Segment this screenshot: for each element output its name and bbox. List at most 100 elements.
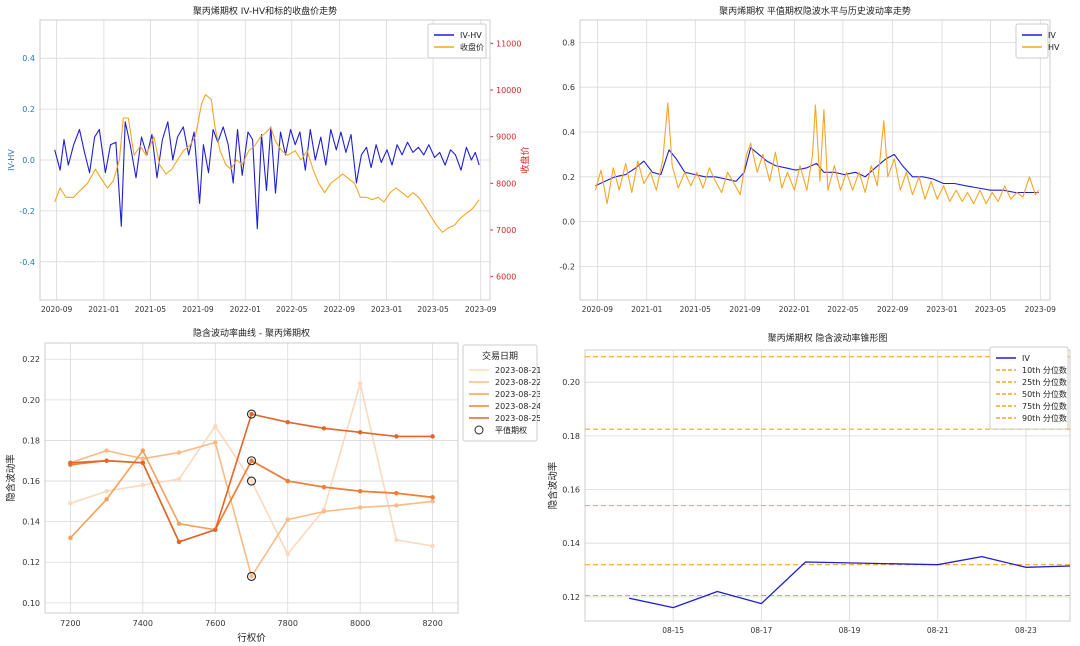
x-tick-label: 08-17: [750, 626, 772, 635]
smile-point: [249, 478, 254, 484]
iv-cone-chart: 0.12 0.14 0.16 0.18 0.20 08-15 08-17 08-19 08-21…: [547, 332, 1071, 635]
smile-point: [213, 527, 218, 532]
x-tick-label: 2022-05: [276, 305, 308, 314]
x-tick-label: 2023-01: [926, 305, 958, 314]
x-tick-label: 2020-09: [41, 305, 73, 314]
y-tick-label: 0.20: [562, 378, 580, 387]
y2-tick-label: 8000: [496, 179, 516, 188]
smile-point: [249, 458, 254, 463]
x-tick-label: 2021-01: [88, 305, 120, 314]
smile-point: [249, 574, 254, 579]
smile-point: [285, 419, 290, 425]
y-tick-label: 0.10: [22, 599, 40, 608]
x-tick-label: 7600: [205, 619, 225, 628]
x-tick-label: 08-23: [1015, 626, 1037, 635]
smile-point: [430, 495, 435, 500]
legend4-label: 75th 分位数: [1022, 401, 1067, 411]
smile-point: [104, 488, 109, 494]
plot2-frame: [579, 19, 1051, 301]
legend3-label: 2023-08-23: [495, 390, 540, 399]
smile-point: [140, 482, 146, 488]
smile-point: [176, 476, 182, 482]
smile-point: [285, 551, 290, 557]
plot1-frame: [39, 19, 491, 301]
atm-marker: [246, 476, 257, 486]
y-tick-label: -0.2: [19, 207, 35, 216]
y-tick-label: 0.12: [562, 593, 580, 602]
atm-marker: [246, 409, 257, 419]
chart3-title: 隐含波动率曲线 - 聚丙烯期权: [193, 327, 310, 339]
x-tick-label: 2023-09: [465, 305, 497, 314]
y-tick-label: 0.4: [22, 54, 35, 63]
chart4-title: 聚丙烯期权 隐含波动率锥形图: [768, 332, 888, 344]
legend4-label: 25th 分位数: [1022, 377, 1067, 387]
legend1-box: [427, 23, 487, 59]
x-tick-label: 2023-05: [975, 305, 1007, 314]
legend3-label: 2023-08-25: [495, 414, 540, 423]
atm-marker: [246, 456, 257, 466]
x-tick-label: 08-21: [927, 626, 949, 635]
y-tick-label: 0.2: [22, 105, 35, 114]
legend2-label: HV: [1048, 43, 1060, 52]
y-tick-label: -0.2: [559, 262, 575, 271]
atm-iv-hv-chart: -0.2 0.0 0.2 0.4 0.6 0.8 2020-09 2021-01 2021-05…: [559, 5, 1060, 314]
legend2-label: IV: [1048, 31, 1056, 40]
y2-axis-label: 收盘价: [519, 146, 531, 173]
x-tick-label: 2022-01: [230, 305, 262, 314]
smile-point: [176, 450, 182, 455]
smile-line-2023-08-21: [70, 382, 433, 555]
x-axis-label: 行权价: [237, 632, 266, 644]
y-tick-label: 0.12: [22, 558, 40, 567]
smile-point: [357, 488, 363, 494]
smile-point: [68, 501, 73, 506]
y-tick-label: 0.18: [22, 436, 40, 445]
iv-smile-chart: 0.10 0.12 0.14 0.16 0.18 0.20 0.22 7200 7400 7600…: [5, 327, 540, 644]
plot4-frame: [584, 349, 1071, 622]
smile-point: [430, 499, 435, 504]
y-tick-label: 0.4: [562, 128, 575, 137]
y-tick-label: 0.16: [562, 486, 580, 495]
legend2-box: [1015, 23, 1049, 59]
x-tick-label: 2023-09: [1025, 305, 1057, 314]
smile-point: [430, 543, 435, 549]
y-tick-label: 0.6: [562, 83, 575, 92]
x-tick-label: 2023-01: [371, 305, 403, 314]
iv-line: [595, 147, 1039, 194]
smile-point: [357, 430, 363, 435]
smile-point: [321, 509, 327, 514]
y-tick-label: 0.0: [22, 156, 35, 165]
legend1-label: IV-HV: [460, 31, 482, 40]
x-tick-label: 8000: [350, 619, 370, 628]
hv-line: [594, 102, 1040, 205]
smile-point: [321, 484, 327, 490]
smile-point: [140, 448, 146, 453]
smile-point: [104, 497, 109, 502]
x-tick-label: 2022-01: [779, 305, 811, 314]
ivhv-close-chart: -0.4 -0.2 0.0 0.2 0.4 2020-09 2021-01 2021-05 20…: [7, 5, 531, 314]
smile-point: [394, 491, 399, 496]
iv-cone-line: [628, 555, 1071, 609]
y-tick-label: 0.14: [22, 518, 40, 527]
x-tick-label: 2022-05: [827, 305, 859, 314]
close-price-line: [54, 94, 480, 233]
y2-tick-label: 6000: [496, 273, 516, 282]
smile-point: [357, 505, 363, 510]
smile-point: [104, 448, 109, 453]
smile-point: [213, 440, 218, 445]
smile-point: [68, 460, 73, 465]
x-tick-label: 2023-05: [417, 305, 449, 314]
smile-line-2023-08-25: [70, 413, 433, 543]
smile-point: [321, 426, 327, 431]
y-tick-label: 0.18: [562, 432, 580, 441]
legend4-label: 90th 分位数: [1022, 413, 1067, 423]
x-tick-label: 2021-01: [631, 305, 663, 314]
y2-tick-label: 11000: [496, 39, 521, 48]
x-tick-label: 2022-09: [324, 305, 356, 314]
smile-point: [285, 478, 290, 484]
smile-point: [176, 521, 182, 526]
smile-point: [430, 434, 435, 439]
legend4-label: IV: [1022, 354, 1030, 363]
y-tick-label: 0.2: [562, 173, 575, 182]
x-tick-label: 7200: [60, 619, 80, 628]
legend3-label: 2023-08-24: [495, 402, 540, 411]
